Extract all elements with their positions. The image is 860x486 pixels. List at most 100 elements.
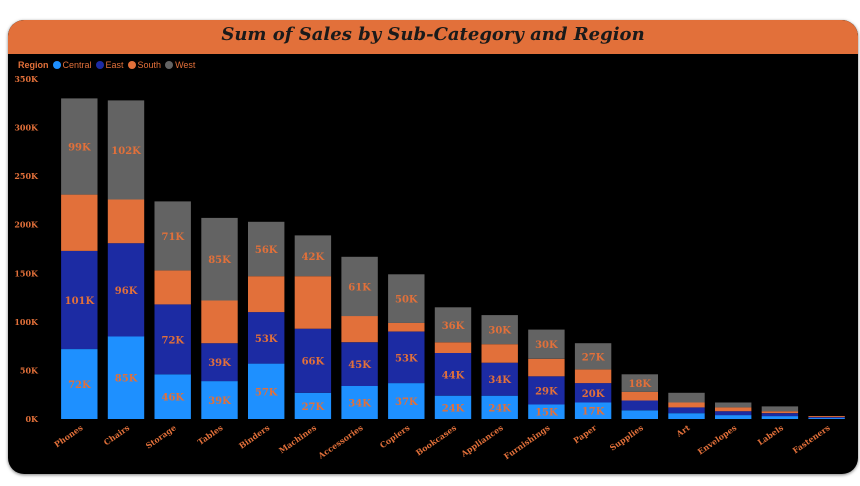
x-tick-label: Art <box>674 422 692 439</box>
data-label: 85K <box>208 255 231 266</box>
bar-segment-east[interactable] <box>201 343 238 382</box>
bar-segment-east[interactable] <box>107 243 145 337</box>
x-tick-label: Accessories <box>315 422 365 461</box>
bar-segment-south[interactable] <box>201 300 238 344</box>
bar-segment-west[interactable] <box>528 329 565 359</box>
bar-segment-west[interactable] <box>294 235 332 277</box>
bar-segment-south[interactable] <box>668 402 705 408</box>
bar-segment-west[interactable] <box>761 406 799 412</box>
bar-segment-south[interactable] <box>388 322 425 332</box>
bar-segment-east[interactable] <box>668 407 705 414</box>
bar-segment-central[interactable] <box>574 402 612 420</box>
bar-segment-west[interactable] <box>621 374 658 392</box>
x-tick-label: Fasteners <box>791 422 833 455</box>
bar-segment-central[interactable] <box>715 415 752 419</box>
bar-segment-south[interactable] <box>61 194 98 251</box>
bar-segment-west[interactable] <box>388 274 425 323</box>
bar-segment-central[interactable] <box>808 418 845 419</box>
bar-segment-west[interactable] <box>248 221 285 277</box>
bar-segment-east[interactable] <box>621 400 658 411</box>
bar-segment-central[interactable] <box>61 349 98 419</box>
legend-item-west[interactable]: West <box>165 60 195 70</box>
bar-segment-south[interactable] <box>434 342 472 353</box>
bar-segment-east[interactable] <box>154 304 191 375</box>
data-label: 102K <box>111 146 141 157</box>
bar-segment-west[interactable] <box>715 402 752 408</box>
data-label: 53K <box>395 353 418 364</box>
bar-segment-central[interactable] <box>154 374 191 419</box>
bar-segment-east[interactable] <box>434 352 472 396</box>
bar-segment-east[interactable] <box>294 328 332 393</box>
bar-segment-south[interactable] <box>715 407 752 412</box>
bar-segment-central[interactable] <box>528 404 565 419</box>
bar-segment-south[interactable] <box>294 276 332 329</box>
data-label: 34K <box>348 399 371 410</box>
bar-segment-east[interactable] <box>761 413 799 417</box>
bar-segment-central[interactable] <box>107 336 145 419</box>
data-label: 20K <box>582 389 605 400</box>
data-label: 30K <box>488 326 511 337</box>
data-label: 34K <box>488 375 511 386</box>
bar-segment-east[interactable] <box>528 376 565 405</box>
x-tick-label: Bookcases <box>414 422 459 458</box>
bar-segment-east[interactable] <box>388 331 425 384</box>
x-tick-label: Labels <box>756 422 786 447</box>
legend-label-central: Central <box>62 60 92 70</box>
bar-segment-south[interactable] <box>341 316 378 343</box>
data-label: 53K <box>255 334 278 345</box>
data-label: 24K <box>442 403 465 414</box>
bar-segment-south[interactable] <box>107 199 145 244</box>
bar-segment-central[interactable] <box>201 381 238 419</box>
data-label: 96K <box>115 286 138 297</box>
title-bar: Sum of Sales by Sub-Category and Region <box>8 20 858 54</box>
x-tick-label: Appliances <box>458 422 505 459</box>
bar-segment-central[interactable] <box>434 395 472 419</box>
data-label: 72K <box>68 380 91 391</box>
data-label: 61K <box>348 282 371 293</box>
bar-segment-south[interactable] <box>248 276 285 313</box>
legend-item-south[interactable]: South <box>127 60 161 70</box>
bar-segment-west[interactable] <box>61 98 98 195</box>
bar-segment-east[interactable] <box>481 362 518 396</box>
bar-segment-central[interactable] <box>388 383 425 419</box>
bar-segment-west[interactable] <box>107 100 145 200</box>
bar-segment-west[interactable] <box>574 343 612 370</box>
bar-segment-east[interactable] <box>341 342 378 386</box>
bar-segment-south[interactable] <box>621 391 658 401</box>
bar-segment-west[interactable] <box>668 392 705 403</box>
bar-segment-west[interactable] <box>434 307 472 343</box>
data-label: 36K <box>442 321 465 332</box>
bar-segment-central[interactable] <box>294 392 332 419</box>
legend-item-central[interactable]: Central <box>52 60 92 70</box>
bar-segment-south[interactable] <box>574 369 612 384</box>
bar-segment-central[interactable] <box>761 416 799 419</box>
data-label: 18K <box>628 379 651 390</box>
data-label: 27K <box>582 352 605 363</box>
bar-segment-west[interactable] <box>201 217 238 301</box>
bar-segment-east[interactable] <box>61 250 98 349</box>
legend-title: Region <box>18 60 49 70</box>
x-tick-label: Supplies <box>608 422 646 453</box>
bar-segment-east[interactable] <box>808 417 845 419</box>
bar-segment-east[interactable] <box>248 312 285 364</box>
bar-segment-south[interactable] <box>154 270 191 305</box>
bar-segment-south[interactable] <box>761 411 799 414</box>
bar-segment-central[interactable] <box>621 410 658 419</box>
x-tick-label: Envelopes <box>696 422 739 456</box>
bar-segment-central[interactable] <box>481 395 518 419</box>
bar-segment-south[interactable] <box>481 344 518 363</box>
bar-segment-west[interactable] <box>154 201 191 271</box>
bar-segment-west[interactable] <box>341 256 378 317</box>
x-tick-label: Furnishings <box>502 422 552 461</box>
bar-segment-central[interactable] <box>668 413 705 419</box>
bar-segment-east[interactable] <box>715 411 752 416</box>
bar-segment-central[interactable] <box>248 363 285 419</box>
legend-item-east[interactable]: East <box>95 60 124 70</box>
data-label: 45K <box>348 360 371 371</box>
bar-segment-south[interactable] <box>808 416 845 418</box>
bar-segment-west[interactable] <box>481 315 518 345</box>
bar-segment-central[interactable] <box>341 386 378 419</box>
bar-segment-east[interactable] <box>574 383 612 403</box>
x-tick-label: Copiers <box>378 422 412 450</box>
bar-segment-south[interactable] <box>528 358 565 377</box>
